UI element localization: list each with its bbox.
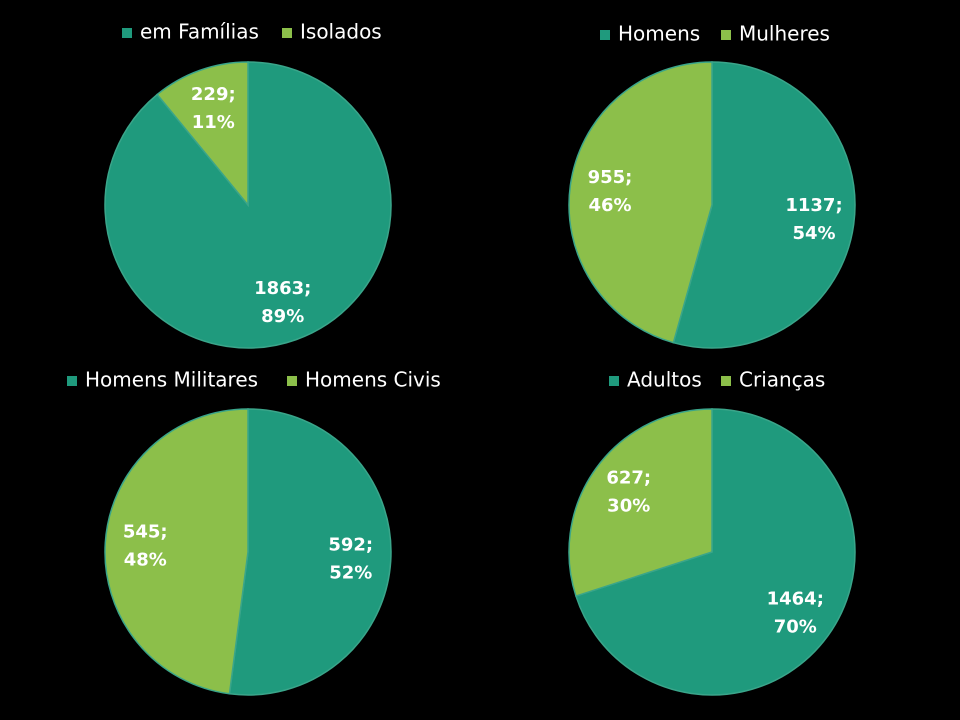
data-label: 1464; (767, 589, 824, 610)
data-label: 545; (123, 521, 168, 542)
pie-slice (568, 408, 713, 598)
legend-swatch (609, 376, 619, 386)
legend-label: Homens (618, 22, 700, 46)
pie-slice (104, 408, 249, 695)
legend-swatch (721, 30, 731, 40)
legend-swatch (67, 376, 77, 386)
data-label: 229; (191, 84, 236, 105)
data-label: 1863; (254, 278, 311, 299)
data-label: 46% (588, 195, 631, 216)
data-label: 70% (774, 617, 817, 638)
data-label: 592; (328, 535, 373, 556)
legend-label: Isolados (300, 20, 382, 44)
legend-swatch (282, 28, 292, 38)
data-label: 955; (588, 167, 633, 188)
data-label: 89% (261, 306, 304, 327)
data-label: 1137; (785, 195, 842, 216)
data-label: 11% (192, 112, 235, 133)
legend-swatch (600, 30, 610, 40)
data-label: 54% (792, 223, 835, 244)
data-label: 627; (606, 467, 651, 488)
legend-label: Crianças (739, 368, 825, 392)
legend-swatch (122, 28, 132, 38)
pie-slice (672, 61, 856, 349)
legend-label: Adultos (627, 368, 702, 392)
legend-label: Mulheres (739, 22, 830, 46)
pie-slice (228, 408, 392, 696)
pie-slice (156, 61, 249, 208)
legend-label: em Famílias (140, 20, 259, 44)
pie-slice (568, 61, 713, 344)
data-label: 52% (329, 563, 372, 584)
legend-swatch (721, 376, 731, 386)
legend-swatch (287, 376, 297, 386)
data-label: 30% (607, 495, 650, 516)
legend-label: Homens Civis (305, 368, 441, 392)
pie-slice (104, 61, 392, 349)
legend-label: Homens Militares (85, 368, 258, 392)
pie-slice (575, 408, 856, 696)
data-label: 48% (124, 549, 167, 570)
